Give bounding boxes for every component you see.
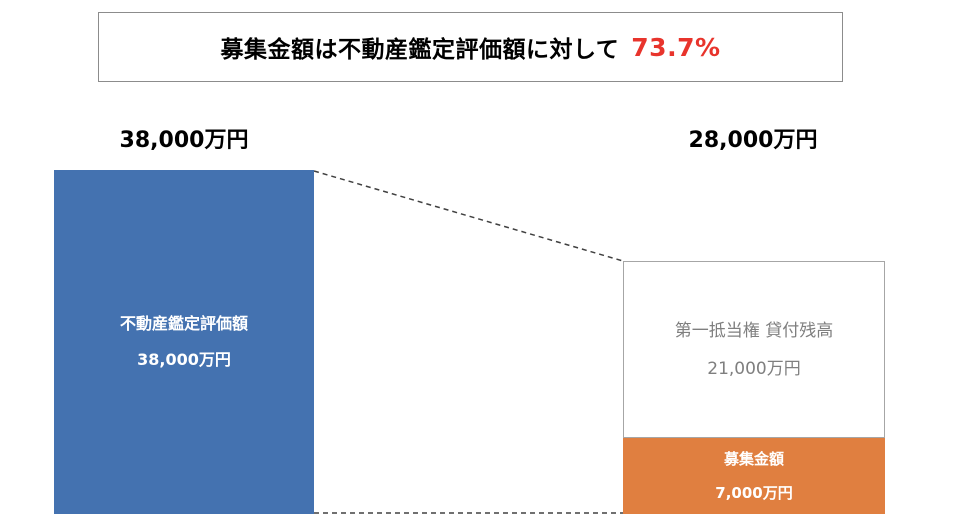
top-connector-line: [313, 170, 624, 262]
funding-total-label: 28,000万円: [688, 128, 818, 153]
loan-bar-value: 21,000万円: [707, 358, 801, 379]
title-text: 募集金額は不動産鑑定評価額に対して: [220, 37, 620, 63]
appraisal-value-bar: 不動産鑑定評価額 38,000万円: [54, 170, 314, 514]
appraisal-total-label: 38,000万円: [119, 128, 249, 153]
funding-amount-bar: 募集金額 7,000万円: [623, 438, 885, 514]
raise-bar-label: 募集金額: [723, 450, 784, 468]
raise-bar-value: 7,000万円: [715, 484, 793, 502]
title-percentage: 73.7%: [631, 32, 721, 62]
first-mortgage-loan-bar: 第一抵当権 貸付残高 21,000万円: [623, 261, 885, 438]
loan-bar-label: 第一抵当権 貸付残高: [674, 320, 834, 341]
appraisal-bar-value: 38,000万円: [137, 350, 231, 369]
appraisal-bar-label: 不動産鑑定評価額: [119, 314, 248, 333]
title-box: 募集金額は不動産鑑定評価額に対して 73.7%: [98, 12, 843, 82]
